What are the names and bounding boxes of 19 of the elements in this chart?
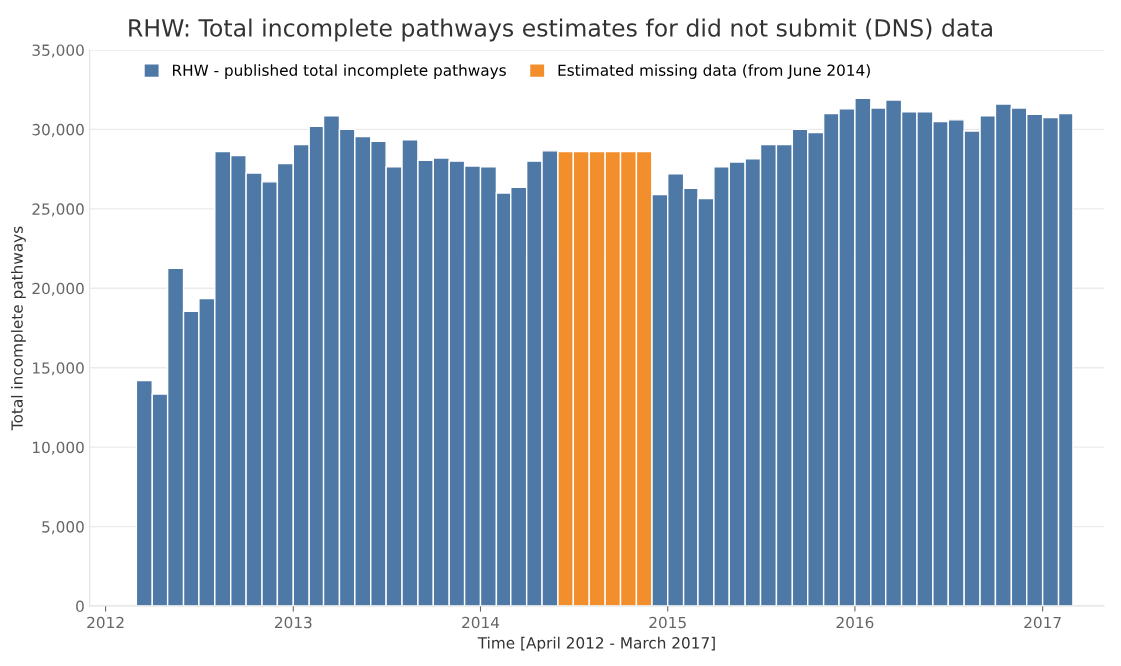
legend-label: RHW - published total incomplete pathways [173,64,506,79]
y-tick-label: 15,000 [33,362,84,376]
x-tick-label: 2015 [649,616,686,629]
y-tick-label: 5,000 [42,521,84,535]
y-tick-label: 0 [76,600,84,613]
y-tick-label: 25,000 [32,203,84,217]
y-tick-label: 20,000 [32,282,84,296]
x-tick-label: 2014 [462,616,500,629]
x-tick-label: 2013 [274,616,312,629]
x-tick-label: 2016 [836,616,874,629]
y-axis-title: Total incomplete pathways [11,226,26,431]
x-tick-label: 2012 [87,616,124,629]
chart-title: RHW: Total incomplete pathways estimates for did not submit (DNS) data [129,18,992,42]
x-axis-title: Time [April 2012 - March 2017] [477,636,715,652]
legend-label: Estimated missing data (from June 2014) [558,64,870,79]
y-tick-label: 30,000 [32,123,84,137]
y-tick-label: 10,000 [33,441,84,455]
y-tick-label: 35,000 [32,44,84,58]
x-tick-label: 2017 [1024,616,1061,629]
